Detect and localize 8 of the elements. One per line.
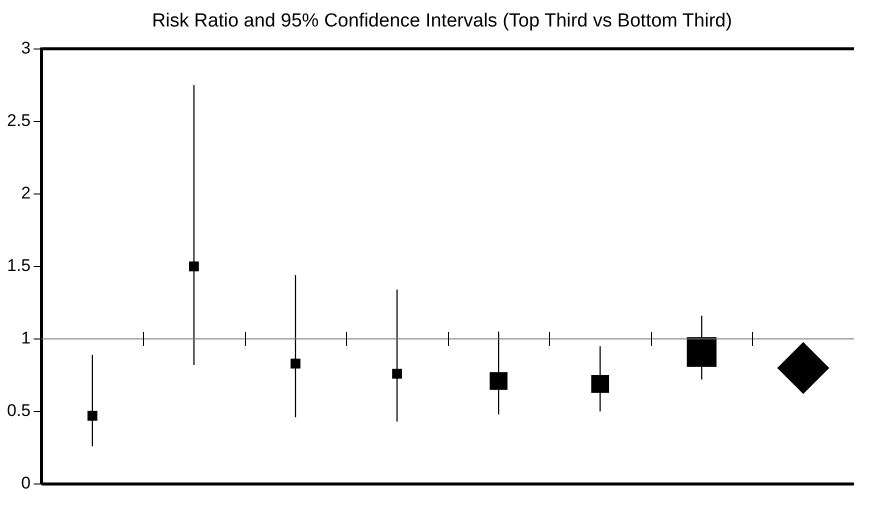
y-tick-label: 2.5 — [6, 111, 31, 130]
y-tick-label: 0.5 — [6, 401, 31, 420]
y-tick-label: 0 — [21, 474, 31, 493]
y-tick-label: 1.5 — [6, 256, 31, 276]
y-tick-label: 2 — [21, 184, 31, 203]
y-tick-label: 1 — [21, 328, 31, 348]
chart-title: Risk Ratio and 95% Confidence Intervals (Top Third vs Bottom Third) — [152, 10, 732, 32]
y-tick-label: 3 — [21, 38, 31, 58]
